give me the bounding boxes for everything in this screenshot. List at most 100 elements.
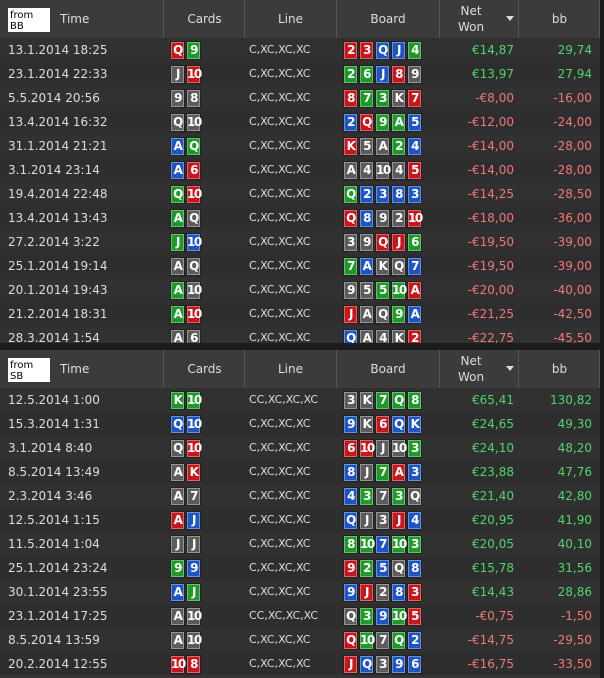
- line: C,XC,XC,XC: [249, 187, 311, 200]
- column-header[interactable]: Time: [0, 350, 164, 388]
- time: 21.2.2014 18:31: [8, 307, 108, 321]
- hole-card: 9: [170, 559, 185, 578]
- board-card: 8: [343, 463, 358, 482]
- column-header[interactable]: Cards: [165, 0, 245, 38]
- hole-card: Q: [170, 439, 185, 458]
- hole-card: A: [170, 305, 185, 324]
- time: 13.4.2014 13:43: [8, 211, 108, 225]
- column-header[interactable]: bb: [520, 0, 600, 38]
- hand-row[interactable]: 30.1.2014 23:55 A J C,XC,XC,XC 9 J 2 8 3 €14,43 28…: [0, 580, 600, 605]
- hand-row[interactable]: 8.5.2014 13:49 A K C,XC,XC,XC 8 J 7 A 3 €23,88 47,…: [0, 460, 600, 485]
- big-blinds: 130,82: [550, 393, 592, 407]
- time: 5.5.2014 20:56: [8, 91, 100, 105]
- hole-card: 10: [186, 607, 202, 626]
- board-card: Q: [391, 631, 406, 650]
- hand-row[interactable]: 19.4.2014 22:48 Q 10 C,XC,XC,XC Q 2 3 8 3 -€14,25…: [0, 182, 600, 207]
- big-blinds: 49,30: [557, 417, 592, 431]
- board-card: 10: [359, 535, 375, 554]
- column-header[interactable]: bb: [520, 350, 600, 388]
- hand-row[interactable]: 12.5.2014 1:00 K 10 CC,XC,XC,XC 3 K 7 Q 8 €65,41 1…: [0, 388, 600, 413]
- net-won: -€22,75: [467, 331, 514, 343]
- hand-row[interactable]: 23.1.2014 22:33 J 10 C,XC,XC,XC 2 6 J 8 9 €13,97 2…: [0, 62, 600, 87]
- board-card: 3: [343, 233, 358, 252]
- board-card: Q: [359, 655, 374, 674]
- big-blinds: 48,20: [557, 441, 592, 455]
- board-card: K: [343, 137, 358, 156]
- line: C,XC,XC,XC: [249, 283, 311, 296]
- hand-row[interactable]: 8.5.2014 13:59 A 10 C,XC,XC,XC Q 10 7 Q 2 -€14,75…: [0, 628, 600, 653]
- hole-card: J: [186, 511, 201, 530]
- board-card: 3: [407, 439, 422, 458]
- big-blinds: -39,00: [553, 235, 592, 249]
- hand-row[interactable]: 21.2.2014 18:31 A 10 C,XC,XC,XC J A Q 9 A -€21,25…: [0, 302, 600, 327]
- position-label: from BB: [8, 8, 50, 32]
- hand-row[interactable]: 23.1.2014 17:25 A 10 CC,XC,XC,XC Q 3 9 10 5 -€0,7…: [0, 604, 600, 629]
- hand-row[interactable]: 5.5.2014 20:56 9 8 C,XC,XC,XC 8 7 3 K 7 -€8,00 -16…: [0, 86, 600, 111]
- hand-row[interactable]: 31.1.2014 21:21 A Q C,XC,XC,XC K 5 A 2 4 -€14,00-…: [0, 134, 600, 159]
- board-card: 4: [407, 511, 422, 530]
- hand-row[interactable]: 13.4.2014 13:43 A Q C,XC,XC,XC Q 8 9 2 10 -€18,00…: [0, 206, 600, 231]
- board-card: 8: [343, 89, 358, 108]
- line: C,XC,XC,XC: [249, 585, 311, 598]
- column-header[interactable]: Cards: [165, 350, 245, 388]
- board-card: 9: [343, 281, 358, 300]
- hand-row[interactable]: 28.3.2014 1:54 A 6 C,XC,XC,XC Q A 4 K 2 -€22,75 -4…: [0, 326, 600, 343]
- hand-row[interactable]: 20.1.2014 19:43 A 10 C,XC,XC,XC 9 5 5 10 A -€20,0…: [0, 278, 600, 303]
- big-blinds: 42,80: [557, 489, 592, 503]
- hand-row[interactable]: 25.1.2014 23:24 9 9 C,XC,XC,XC 9 2 5 Q 8 €15,78 31…: [0, 556, 600, 581]
- board-card: J: [359, 511, 374, 530]
- board-card: 8: [343, 535, 358, 554]
- line: C,XC,XC,XC: [249, 561, 311, 574]
- column-header[interactable]: Net Won: [440, 0, 519, 38]
- big-blinds: -40,00: [553, 283, 592, 297]
- column-header[interactable]: Line: [245, 0, 337, 38]
- hand-row[interactable]: 27.2.2014 3:22 J 10 C,XC,XC,XC 3 9 Q J 6 -€19,50-…: [0, 230, 600, 255]
- hand-row[interactable]: 3.1.2014 23:14 A 6 C,XC,XC,XC A 4 10 4 5 -€14,00-…: [0, 158, 600, 183]
- net-won: -€14,00: [467, 139, 514, 153]
- big-blinds: 28,86: [557, 585, 592, 599]
- net-won: -€18,00: [467, 211, 514, 225]
- net-won: €20,95: [472, 513, 514, 527]
- net-won: -€14,25: [467, 187, 514, 201]
- time: 23.1.2014 22:33: [8, 67, 108, 81]
- board-card: 7: [375, 463, 390, 482]
- board-card: 10: [359, 631, 375, 650]
- board-card: A: [359, 329, 374, 343]
- board-card: 7: [375, 487, 390, 506]
- big-blinds: 29,74: [557, 43, 592, 57]
- board-card: 8: [359, 209, 374, 228]
- board-card: 5: [407, 607, 422, 626]
- line: C,XC,XC,XC: [249, 235, 311, 248]
- time: 28.3.2014 1:54: [8, 331, 100, 343]
- board-card: 8: [407, 559, 422, 578]
- hand-row[interactable]: 20.2.2014 12:55 10 8 C,XC,XC,XC J Q 3 9 6 -€16,75…: [0, 652, 600, 677]
- big-blinds: -24,00: [553, 115, 592, 129]
- board-card: 7: [375, 391, 390, 410]
- hand-row[interactable]: 13.4.2014 16:32 Q 10 C,XC,XC,XC 2 Q 9 A 5 -€12,00…: [0, 110, 600, 135]
- hole-card: A: [170, 329, 185, 343]
- hand-row[interactable]: 2.3.2014 3:46 A 7 C,XC,XC,XC 4 3 7 3 Q €21,40 42,8…: [0, 484, 600, 509]
- hole-card: 8: [186, 89, 201, 108]
- column-header[interactable]: Net Won: [440, 350, 519, 388]
- time: 11.5.2014 1:04: [8, 537, 100, 551]
- net-won: €21,40: [472, 489, 514, 503]
- column-header[interactable]: Line: [245, 350, 337, 388]
- hand-row[interactable]: 11.5.2014 1:04 J J C,XC,XC,XC 8 10 7 10 3 €20,05 4…: [0, 532, 600, 557]
- board-card: 5: [407, 161, 422, 180]
- column-header[interactable]: Time: [0, 0, 164, 38]
- column-header[interactable]: Board: [337, 350, 440, 388]
- net-won: -€0,75: [475, 609, 514, 623]
- board-card: 3: [375, 185, 390, 204]
- hole-card: A: [170, 631, 185, 650]
- net-won: €24,10: [472, 441, 514, 455]
- board-card: 10: [391, 535, 407, 554]
- hand-row[interactable]: 13.1.2014 18:25 Q 9 C,XC,XC,XC 2 3 Q J 4 €14,87 29…: [0, 38, 600, 63]
- hand-row[interactable]: 25.1.2014 19:14 A Q C,XC,XC,XC 7 A K Q 7 -€19,50-…: [0, 254, 600, 279]
- board-card: 5: [407, 113, 422, 132]
- hand-row[interactable]: 3.1.2014 8:40 Q 10 C,XC,XC,XC 6 10 J 10 3 €24,10 4…: [0, 436, 600, 461]
- board-card: 4: [359, 161, 374, 180]
- hand-row[interactable]: 12.5.2014 1:15 A J C,XC,XC,XC Q J 3 J 4 €20,95 41,…: [0, 508, 600, 533]
- hand-row[interactable]: 15.3.2014 1:31 Q 10 C,XC,XC,XC 9 K 6 Q K €24,65 49…: [0, 412, 600, 437]
- time: 8.5.2014 13:59: [8, 633, 100, 647]
- column-header[interactable]: Board: [337, 0, 440, 38]
